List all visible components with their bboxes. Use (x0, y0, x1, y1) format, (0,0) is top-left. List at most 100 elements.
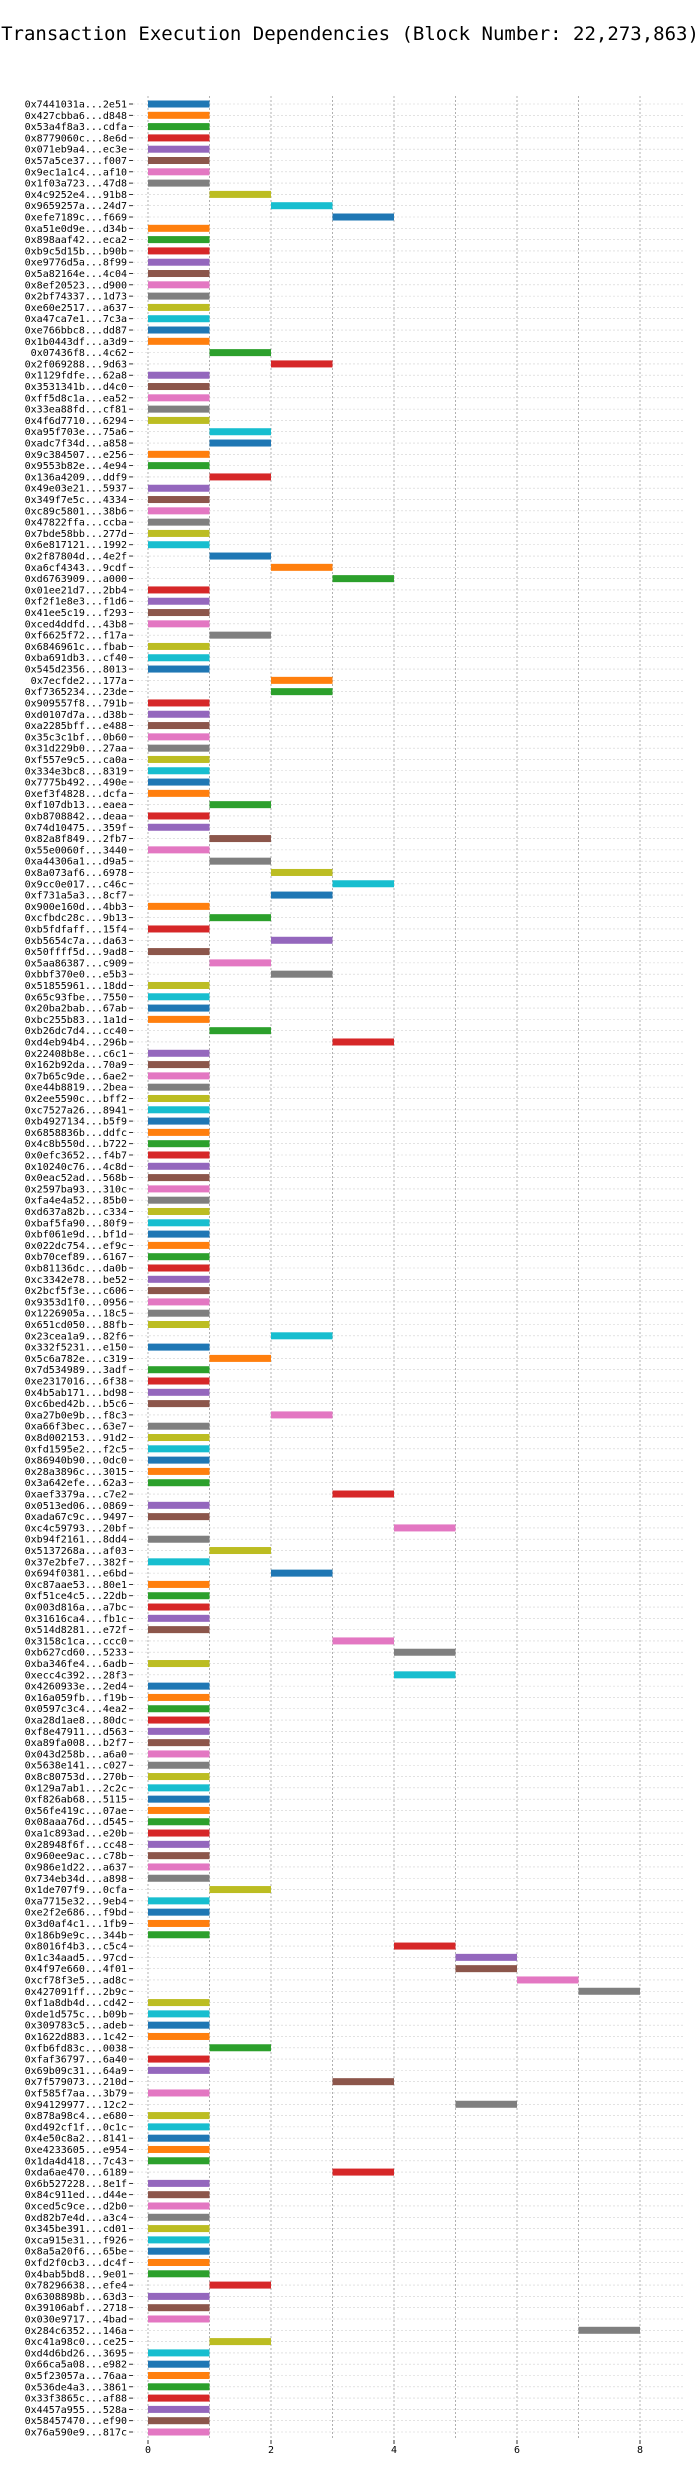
execution-bar (148, 2055, 210, 2063)
tx-hash-label: 0x47822ffa...ccba (25, 518, 127, 529)
tx-hash-label: 0x5638e141...c027 (25, 1761, 127, 1772)
tx-hash-label: 0xb5fdfaff...15f4 (25, 924, 127, 935)
tx-hash-label: 0xf107db13...eaea (25, 800, 127, 811)
tx-hash-label: 0x1129fdfe...62a8 (25, 371, 127, 382)
execution-bar (148, 315, 210, 323)
tx-hash-label: 0xb70cef89...6167 (25, 1252, 127, 1263)
execution-bar (148, 1558, 210, 1566)
execution-bar (148, 722, 210, 730)
execution-bar (148, 1230, 210, 1238)
execution-bar (271, 936, 333, 944)
tx-hash-label: 0x545d2356...8013 (25, 665, 127, 676)
execution-bar (148, 1117, 210, 1125)
tx-hash-label: 0xf2f1e8e3...f1d6 (25, 597, 127, 608)
execution-bar (148, 2021, 210, 2029)
execution-bar (209, 428, 271, 436)
execution-bar (148, 1773, 210, 1781)
tx-hash-label: 0xff5d8c1a...ea52 (25, 393, 127, 404)
execution-bar (209, 473, 271, 481)
tx-hash-label: 0x57a5ce37...f007 (25, 156, 127, 167)
execution-bar (148, 981, 210, 989)
tx-hash-label: 0x2bcf5f3e...c606 (25, 1286, 127, 1297)
execution-bar (148, 1366, 210, 1374)
execution-bar (332, 1038, 394, 1046)
tx-hash-label: 0xc6bed42b...b5c6 (25, 1399, 127, 1410)
tx-hash-label: 0xa47ca7e1...7c3a (25, 314, 127, 325)
execution-bar (332, 880, 394, 888)
execution-bar (148, 1377, 210, 1385)
tx-hash-label: 0x909557f8...791b (25, 698, 127, 709)
execution-bar (209, 190, 271, 198)
tx-hash-label: 0x043d258b...a6a0 (25, 1749, 127, 1760)
tx-hash-label: 0x4e50c8a2...8141 (25, 2134, 127, 2145)
tx-hash-label: 0x7f579073...210d (25, 2077, 127, 2088)
tx-hash-label: 0xd82b7e4d...a3c4 (25, 2213, 127, 2224)
tx-hash-label: 0xadc7f34d...a858 (25, 439, 127, 450)
execution-bar (148, 496, 210, 504)
execution-bar (148, 1434, 210, 1442)
execution-bar (148, 111, 210, 119)
execution-bar (271, 970, 333, 978)
tx-hash-label: 0x94129977...12c2 (25, 2100, 127, 2111)
tx-hash-label: 0x4c9252e4...91b8 (25, 190, 127, 201)
y-tick-labels: 0x7441031a...2e510x427cbba6...d8480x53a4… (25, 100, 133, 2439)
execution-bar (148, 1897, 210, 1905)
execution-bar (332, 1637, 394, 1645)
execution-bar (148, 597, 210, 605)
execution-bar (455, 1953, 517, 1961)
execution-bar (148, 134, 210, 142)
tx-hash-label: 0x82a8f849...2fb7 (25, 834, 127, 845)
execution-bar (148, 2383, 210, 2391)
execution-bar (148, 270, 210, 278)
execution-bar (209, 959, 271, 967)
execution-bar (148, 2191, 210, 2199)
tx-hash-label: 0xa44306a1...d9a5 (25, 857, 127, 868)
tx-hash-label: 0xa2285bff...e488 (25, 721, 127, 732)
tx-hash-label: 0x536de4a3...3861 (25, 2382, 127, 2393)
execution-bar (148, 1004, 210, 1012)
tx-hash-label: 0xe4233605...e954 (25, 2145, 127, 2156)
tx-hash-label: 0x49e03e21...5937 (25, 484, 127, 495)
tx-hash-label: 0xf7365234...23de (25, 687, 127, 698)
tx-hash-label: 0x030e9717...4bad (25, 2314, 127, 2325)
execution-bar (148, 1400, 210, 1408)
execution-bar (332, 2078, 394, 2086)
tx-hash-label: 0x37e2bfe7...382f (25, 1557, 127, 1568)
tx-hash-label: 0x5a82164e...4c04 (25, 269, 127, 280)
execution-bar (148, 2010, 210, 2018)
tx-hash-label: 0x514d8281...e72f (25, 1625, 127, 1636)
tx-hash-label: 0xa1c893ad...e20b (25, 1829, 127, 1840)
execution-bar (209, 631, 271, 639)
execution-bar (148, 2417, 210, 2425)
tx-hash-label: 0xa51e0d9e...d34b (25, 224, 127, 235)
tx-hash-label: 0xd637a82b...c334 (25, 1207, 127, 1218)
tx-hash-label: 0x8c80753d...270b (25, 1772, 127, 1783)
tx-hash-label: 0x0eac52ad...568b (25, 1173, 127, 1184)
tx-hash-label: 0x9ec1a1c4...af10 (25, 167, 127, 178)
execution-bar (148, 507, 210, 515)
execution-bar (148, 2157, 210, 2165)
tx-hash-label: 0x5aa86387...c909 (25, 958, 127, 969)
execution-bar (209, 439, 271, 447)
execution-bar (271, 202, 333, 210)
tx-hash-label: 0xc3342e78...be52 (25, 1275, 127, 1286)
execution-bar (148, 2247, 210, 2255)
tx-hash-label: 0x20ba2bab...67ab (25, 1004, 127, 1015)
execution-bar (148, 2032, 210, 2040)
execution-bar (148, 1863, 210, 1871)
execution-bar (148, 948, 210, 956)
execution-bar (148, 1049, 210, 1057)
execution-bar (148, 1309, 210, 1317)
execution-bar (148, 1592, 210, 1600)
tx-hash-label: 0x003d816a...a7bc (25, 1603, 127, 1614)
execution-bar (148, 123, 210, 131)
execution-bar (148, 258, 210, 266)
execution-bar (209, 2044, 271, 2052)
execution-bar (148, 462, 210, 470)
execution-bar (148, 925, 210, 933)
execution-bar (148, 326, 210, 334)
execution-bar (455, 2100, 517, 2108)
tx-hash-label: 0xbaf5fa90...80f9 (25, 1218, 127, 1229)
execution-bar (271, 891, 333, 899)
